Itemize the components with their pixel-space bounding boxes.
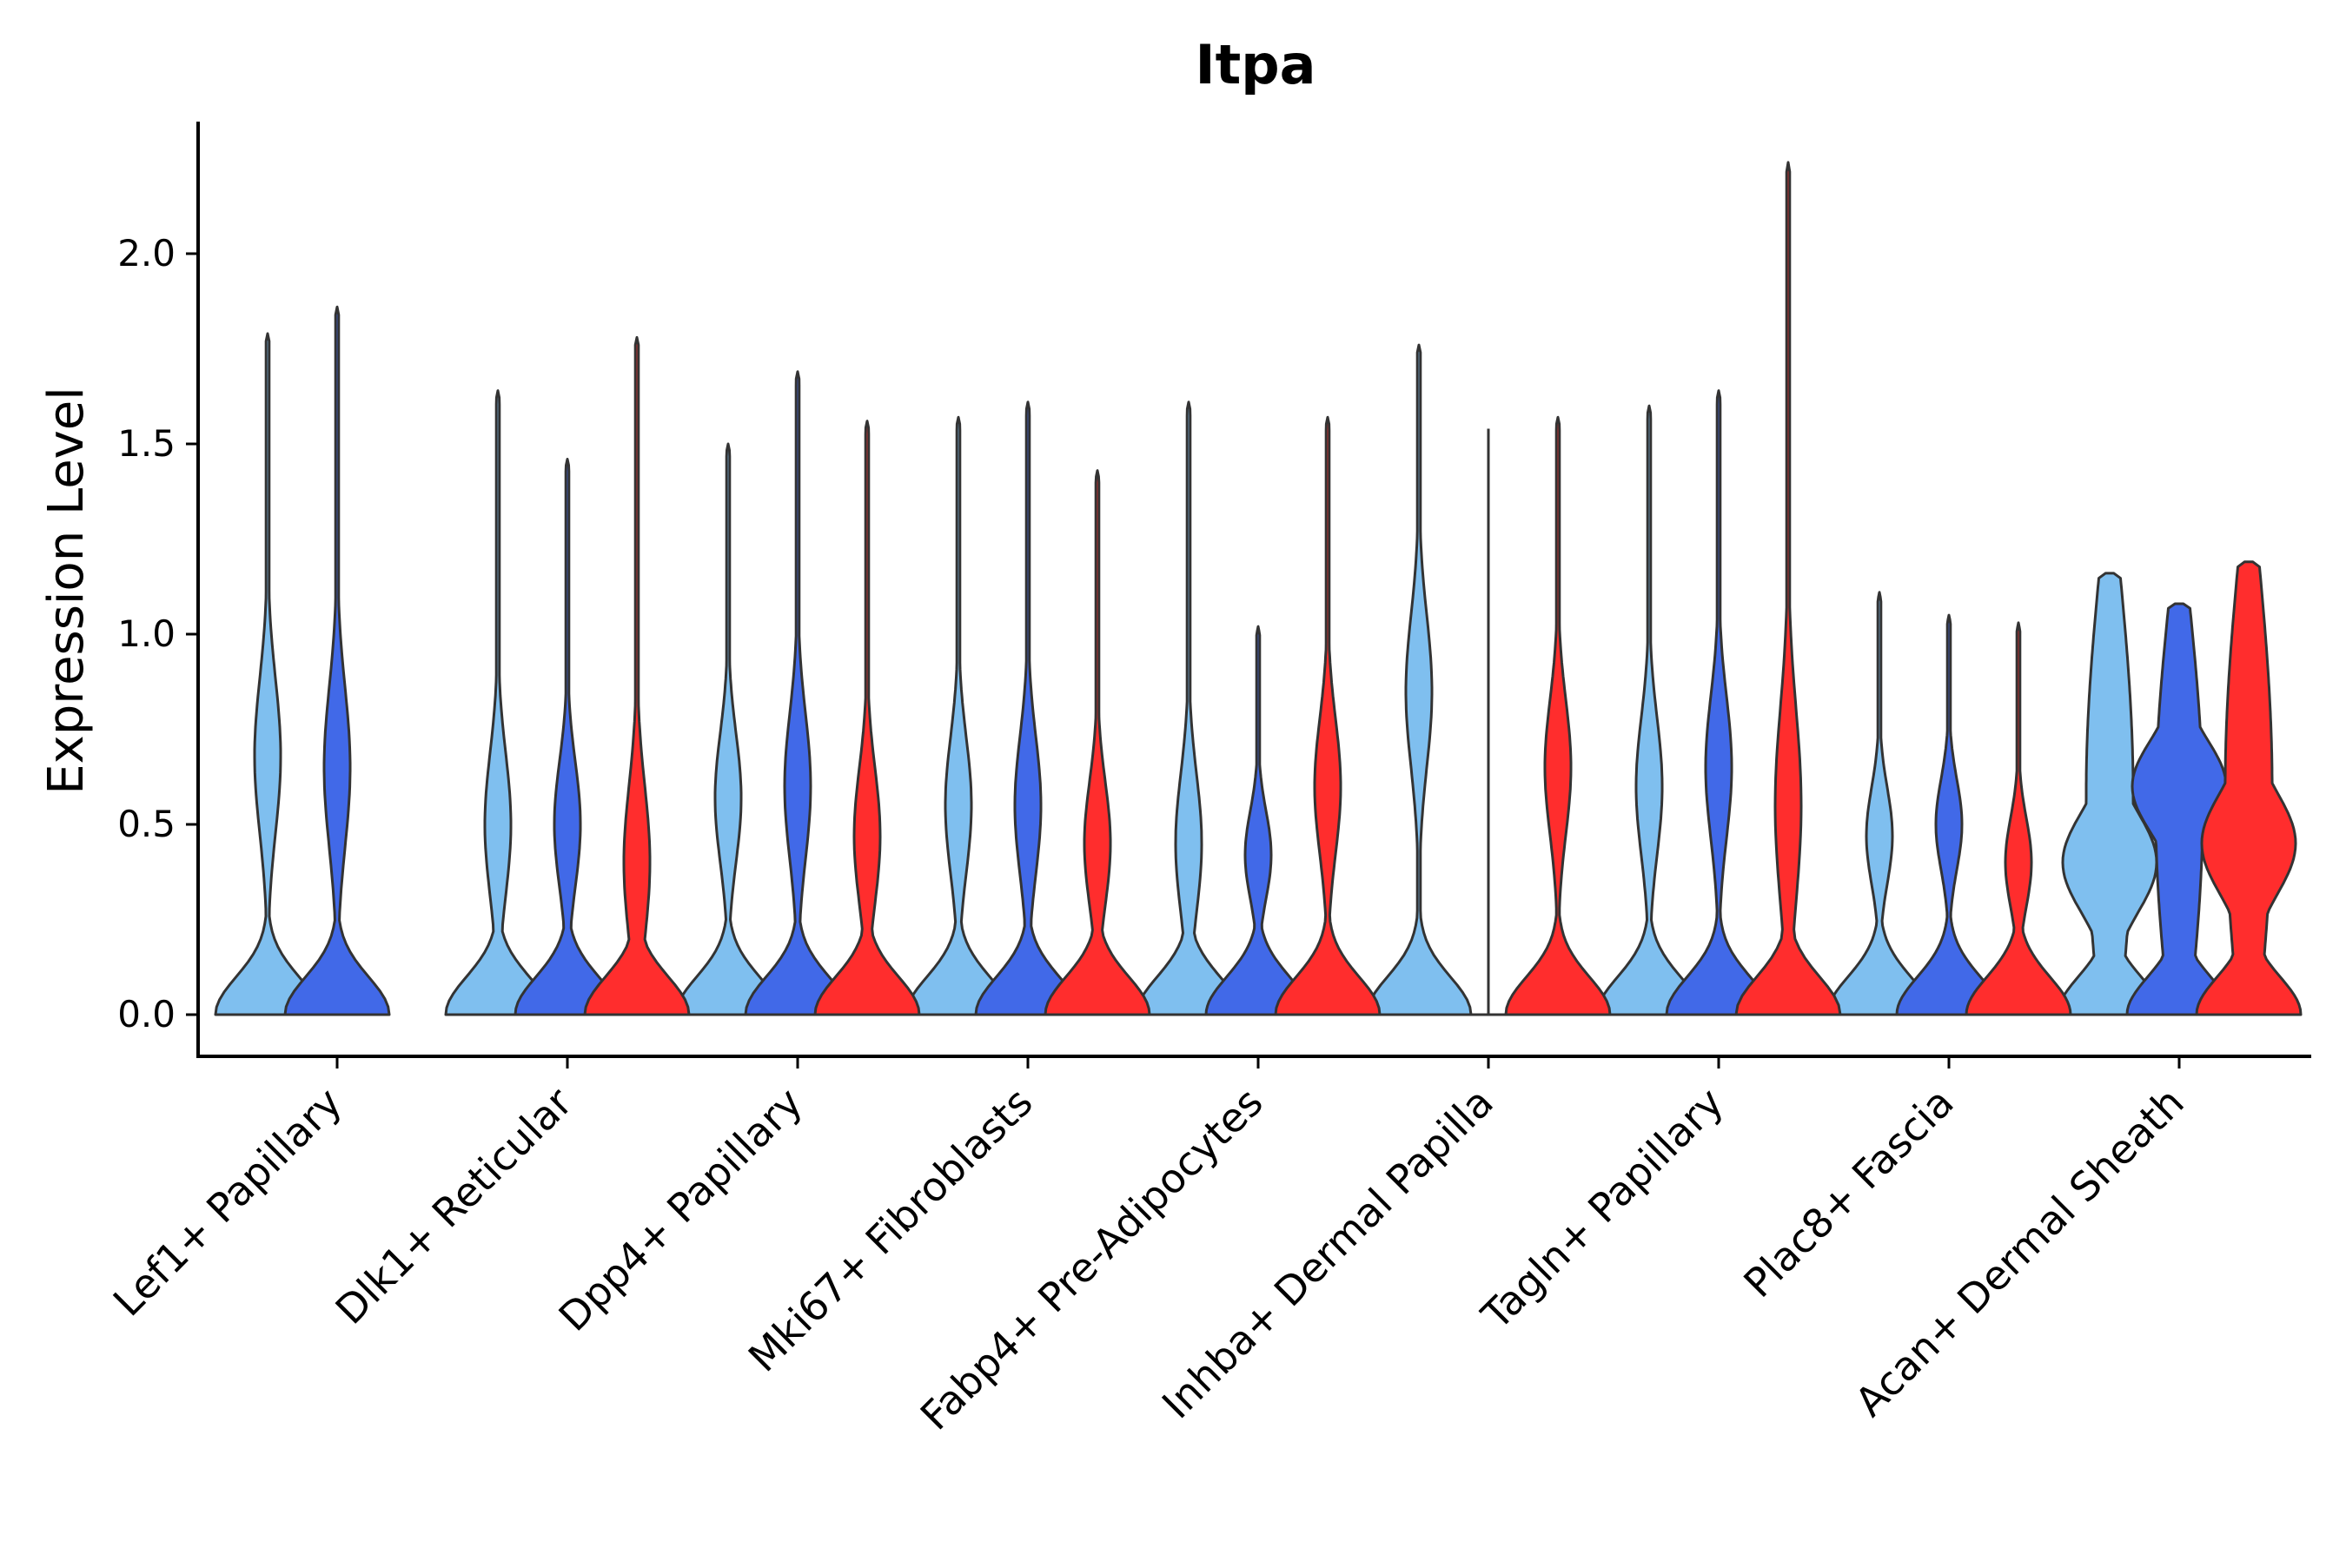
violin: [1044, 469, 1151, 1016]
violin: [1826, 591, 1933, 1016]
violin: [1274, 415, 1382, 1016]
y-axis-label: Expression Level: [38, 387, 95, 795]
violin: [2125, 602, 2233, 1016]
violin: [1595, 404, 1703, 1016]
violin: [674, 442, 782, 1016]
violin: [514, 458, 621, 1016]
violin: [1365, 343, 1473, 1016]
y-tick-label: 0.0: [117, 993, 176, 1035]
y-tick-label: 1.5: [117, 422, 176, 465]
violin: [813, 420, 921, 1016]
violin: [1734, 161, 1842, 1016]
violin: [1204, 625, 1312, 1016]
violin: [1665, 389, 1773, 1016]
x-tick-label: Tagln+ Papillary: [1472, 1079, 1733, 1340]
x-tick-label: Plac8+ Fascia: [1734, 1079, 1962, 1307]
violin: [1895, 613, 2003, 1016]
violin: [2195, 560, 2303, 1016]
violins-layer: [214, 161, 2303, 1016]
violin: [905, 415, 1012, 1016]
x-tick-label: Lef1+ Papillary: [104, 1079, 351, 1326]
x-tick-label: Dpp4+ Papillary: [550, 1079, 812, 1340]
violin: [214, 332, 321, 1016]
violin: [444, 389, 552, 1016]
violin: [1135, 400, 1243, 1016]
violin: [1504, 415, 1612, 1016]
y-tick-label: 2.0: [117, 232, 176, 275]
violin: [974, 400, 1082, 1016]
violin: [583, 335, 691, 1016]
y-tick-label: 0.5: [117, 803, 176, 845]
chart-title: Itpa: [1196, 33, 1316, 96]
violin: [1965, 621, 2072, 1016]
violin: [283, 305, 391, 1016]
x-tick-label: Dlk1+ Reticular: [327, 1079, 581, 1333]
y-tick-label: 1.0: [117, 612, 176, 655]
violin: [744, 370, 852, 1016]
